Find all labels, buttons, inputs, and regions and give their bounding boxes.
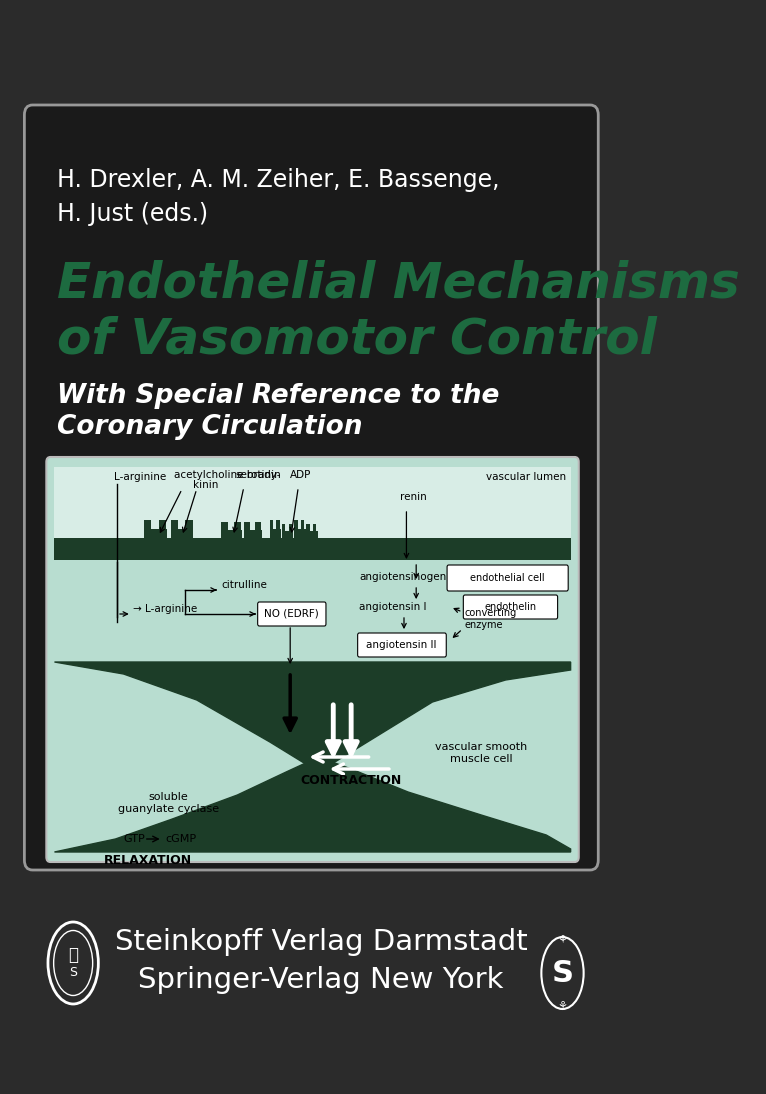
Bar xyxy=(270,529,281,538)
Bar xyxy=(244,522,250,538)
FancyBboxPatch shape xyxy=(447,565,568,591)
Bar xyxy=(282,531,293,538)
Text: S: S xyxy=(69,966,77,979)
Bar xyxy=(306,531,318,538)
Bar xyxy=(289,524,292,538)
Bar xyxy=(159,520,165,538)
Text: cGMP: cGMP xyxy=(165,834,197,843)
Text: vascular lumen: vascular lumen xyxy=(486,472,567,482)
Text: acetylcholine brady-: acetylcholine brady- xyxy=(174,470,280,480)
Text: converting
enzyme: converting enzyme xyxy=(465,608,517,630)
Bar xyxy=(185,520,192,538)
Text: ⚘: ⚘ xyxy=(558,935,568,945)
Text: angiotensin II: angiotensin II xyxy=(366,640,437,650)
Bar xyxy=(270,520,273,538)
Text: NO (EDRF): NO (EDRF) xyxy=(264,609,319,619)
Text: citrulline: citrulline xyxy=(221,580,267,590)
Text: ⚘: ⚘ xyxy=(558,1001,568,1011)
Bar xyxy=(54,538,571,560)
Text: soluble
guanylate cyclase: soluble guanylate cyclase xyxy=(118,792,219,814)
Bar xyxy=(234,522,241,538)
Bar xyxy=(294,529,306,538)
Text: of Vasomotor Control: of Vasomotor Control xyxy=(57,315,656,363)
Bar xyxy=(221,529,242,538)
Text: → L-arginine: → L-arginine xyxy=(133,604,198,614)
Text: L-arginine: L-arginine xyxy=(114,472,166,482)
Text: H. Drexler, A. M. Zeiher, E. Bassenge,
H. Just (eds.): H. Drexler, A. M. Zeiher, E. Bassenge, H… xyxy=(57,168,499,225)
Bar xyxy=(54,467,571,545)
Bar xyxy=(255,522,261,538)
FancyBboxPatch shape xyxy=(463,595,558,619)
Bar xyxy=(301,520,304,538)
Text: endothelial cell: endothelial cell xyxy=(470,573,545,583)
Text: Steinkopff Verlag Darmstadt: Steinkopff Verlag Darmstadt xyxy=(115,928,528,956)
Text: Endothelial Mechanisms: Endothelial Mechanisms xyxy=(57,260,740,309)
Bar xyxy=(144,529,167,538)
Bar xyxy=(221,522,228,538)
Text: RELAXATION: RELAXATION xyxy=(104,854,192,868)
Text: 🏛: 🏛 xyxy=(68,946,78,964)
Text: renin: renin xyxy=(400,492,427,502)
Bar xyxy=(244,529,262,538)
Bar xyxy=(306,524,309,538)
Bar xyxy=(277,520,280,538)
Text: ADP: ADP xyxy=(290,470,312,480)
Text: CONTRACTION: CONTRACTION xyxy=(300,773,402,787)
Text: Coronary Circulation: Coronary Circulation xyxy=(57,414,362,440)
Text: endothelin: endothelin xyxy=(484,602,536,612)
Polygon shape xyxy=(54,662,571,772)
Bar xyxy=(171,529,194,538)
Bar xyxy=(294,520,297,538)
FancyBboxPatch shape xyxy=(257,602,326,626)
FancyBboxPatch shape xyxy=(358,633,447,657)
Text: kinin: kinin xyxy=(192,480,218,490)
Text: With Special Reference to the: With Special Reference to the xyxy=(57,383,499,409)
Bar xyxy=(282,524,285,538)
Text: vascular smooth
muscle cell: vascular smooth muscle cell xyxy=(435,742,527,765)
Bar xyxy=(171,520,178,538)
Bar xyxy=(313,524,316,538)
Text: S: S xyxy=(552,958,574,988)
Text: angiotensin I: angiotensin I xyxy=(359,602,427,612)
FancyBboxPatch shape xyxy=(46,457,579,862)
Bar xyxy=(144,520,151,538)
Text: serotinin: serotinin xyxy=(236,470,281,480)
Text: GTP: GTP xyxy=(123,834,145,843)
Text: Springer-Verlag New York: Springer-Verlag New York xyxy=(139,966,504,994)
Text: angiotensinogen: angiotensinogen xyxy=(359,572,447,582)
Polygon shape xyxy=(54,757,571,852)
FancyBboxPatch shape xyxy=(25,105,598,870)
